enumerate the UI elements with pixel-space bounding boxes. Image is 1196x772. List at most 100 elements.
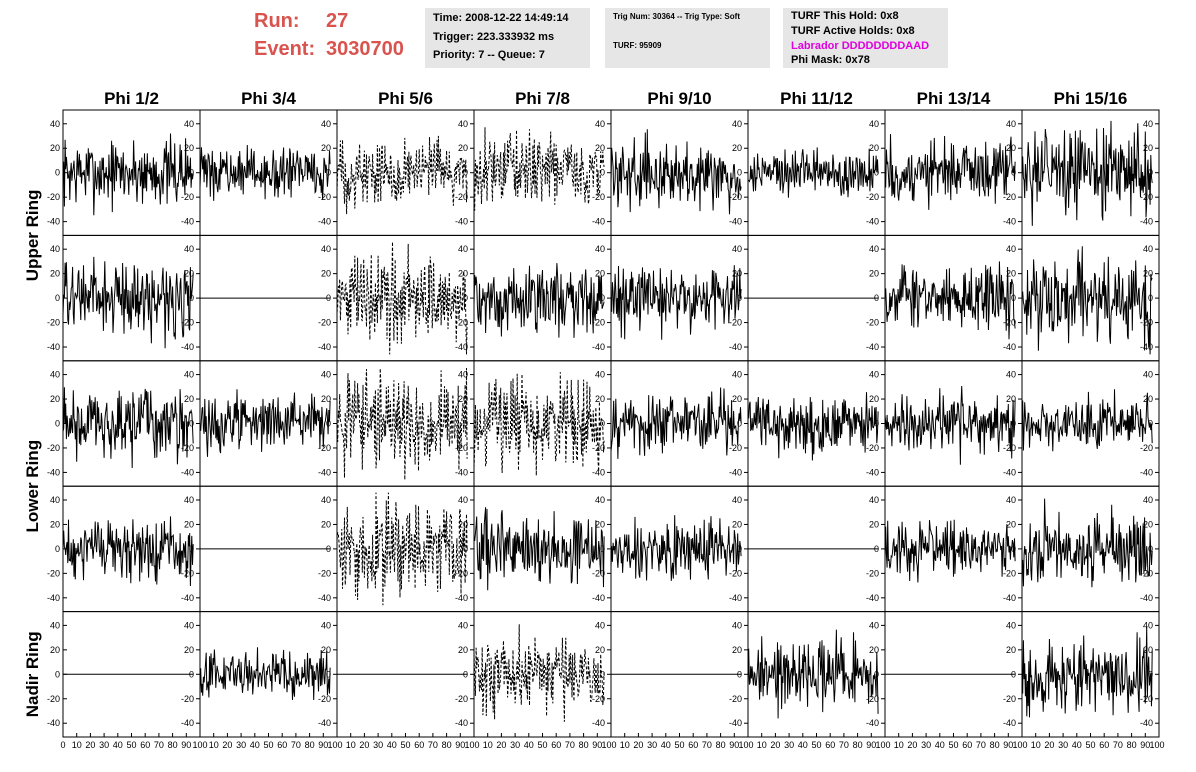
y-tick-label: -40 [1003,217,1016,227]
y-tick-label: -40 [729,718,742,728]
y-tick-label: 20 [1006,394,1016,404]
waveform-trace [1021,626,1153,718]
y-tick-label: 40 [184,119,194,129]
y-tick-label: -40 [455,467,468,477]
y-tick-label: 0 [463,168,468,178]
y-tick-label: 20 [50,269,60,279]
y-tick-label: 0 [55,544,60,554]
y-tick-label: -20 [592,318,605,328]
y-tick-label: 20 [1143,269,1153,279]
waveform-trace [610,129,742,215]
waveform-trace [747,629,879,719]
x-tick-label: 100 [738,740,753,750]
y-tick-label: 0 [55,293,60,303]
x-tick-label: 80 [579,740,589,750]
y-tick-label: 20 [869,645,879,655]
y-tick-label: -20 [866,568,879,578]
y-tick-label: 20 [184,143,194,153]
y-tick-label: 0 [737,168,742,178]
column-header: Phi 13/14 [917,89,991,108]
x-tick-label: 40 [935,740,945,750]
x-tick-label: 100 [327,740,342,750]
y-tick-label: 40 [732,370,742,380]
y-tick-label: 0 [874,168,879,178]
y-tick-label: 0 [737,419,742,429]
y-tick-label: -40 [318,217,331,227]
y-tick-label: 0 [326,669,331,679]
y-tick-label: 40 [321,244,331,254]
waveform-trace [336,492,468,606]
y-tick-label: 40 [458,244,468,254]
waveform-trace [473,127,605,211]
y-tick-label: 40 [50,370,60,380]
y-tick-label: 0 [600,293,605,303]
waveform-trace [610,265,742,340]
y-tick-label: 20 [732,519,742,529]
y-tick-label: 20 [458,394,468,404]
y-tick-label: -40 [592,217,605,227]
waveform-trace [884,261,1016,340]
x-tick-label: 30 [373,740,383,750]
y-tick-label: -40 [866,593,879,603]
x-tick-label: 30 [236,740,246,750]
x-tick-label: 80 [168,740,178,750]
x-tick-label: 70 [291,740,301,750]
y-tick-label: -40 [592,467,605,477]
y-tick-label: -40 [318,718,331,728]
y-tick-label: -40 [729,593,742,603]
y-tick-label: -20 [455,192,468,202]
column-header: Phi 1/2 [104,89,159,108]
x-tick-label: 10 [483,740,493,750]
y-tick-label: -40 [318,342,331,352]
event-time: Time: 2008-12-22 14:49:14 [433,12,569,24]
x-tick-label: 100 [464,740,479,750]
x-tick-label: 20 [359,740,369,750]
y-tick-label: 40 [458,370,468,380]
y-tick-label: 20 [50,394,60,404]
y-tick-label: -40 [1140,718,1153,728]
turf-number: TURF: 95909 [613,41,662,50]
x-tick-label: 10 [620,740,630,750]
x-tick-label: 100 [1149,740,1164,750]
waveform-trace [199,647,331,701]
turf-this-hold: TURF This Hold: 0x8 [791,10,899,22]
run-label: Run: [254,10,300,32]
y-tick-label: -20 [866,694,879,704]
y-tick-label: -40 [1140,467,1153,477]
x-tick-label: 60 [825,740,835,750]
y-tick-label: 20 [321,143,331,153]
y-tick-label: -20 [1003,192,1016,202]
x-tick-label: 10 [1031,740,1041,750]
y-tick-label: 20 [458,645,468,655]
y-tick-label: 40 [184,370,194,380]
y-tick-label: 40 [184,244,194,254]
x-tick-label: 70 [702,740,712,750]
y-tick-label: 40 [458,495,468,505]
y-tick-label: -40 [866,342,879,352]
y-tick-label: 20 [732,394,742,404]
ring-label: Upper Ring [23,190,42,282]
y-tick-label: -20 [729,568,742,578]
y-tick-label: 40 [1006,244,1016,254]
y-tick-label: 40 [458,119,468,129]
x-tick-label: 60 [414,740,424,750]
y-tick-label: 40 [50,119,60,129]
x-tick-label: 30 [1058,740,1068,750]
waveform-trace [62,256,194,349]
waveform-trace [1021,120,1153,226]
y-tick-label: -20 [318,192,331,202]
y-tick-label: -40 [1003,718,1016,728]
x-tick-label: 70 [565,740,575,750]
y-tick-label: -40 [455,593,468,603]
x-tick-label: 60 [140,740,150,750]
x-tick-label: 50 [400,740,410,750]
waveform-trace [884,385,1016,465]
waveform-trace [747,392,879,461]
x-tick-label: 10 [894,740,904,750]
y-tick-label: 40 [50,244,60,254]
y-tick-label: -40 [729,217,742,227]
x-tick-label: 90 [866,740,876,750]
y-tick-label: 20 [321,269,331,279]
column-header: Phi 9/10 [647,89,711,108]
y-tick-label: 20 [732,143,742,153]
